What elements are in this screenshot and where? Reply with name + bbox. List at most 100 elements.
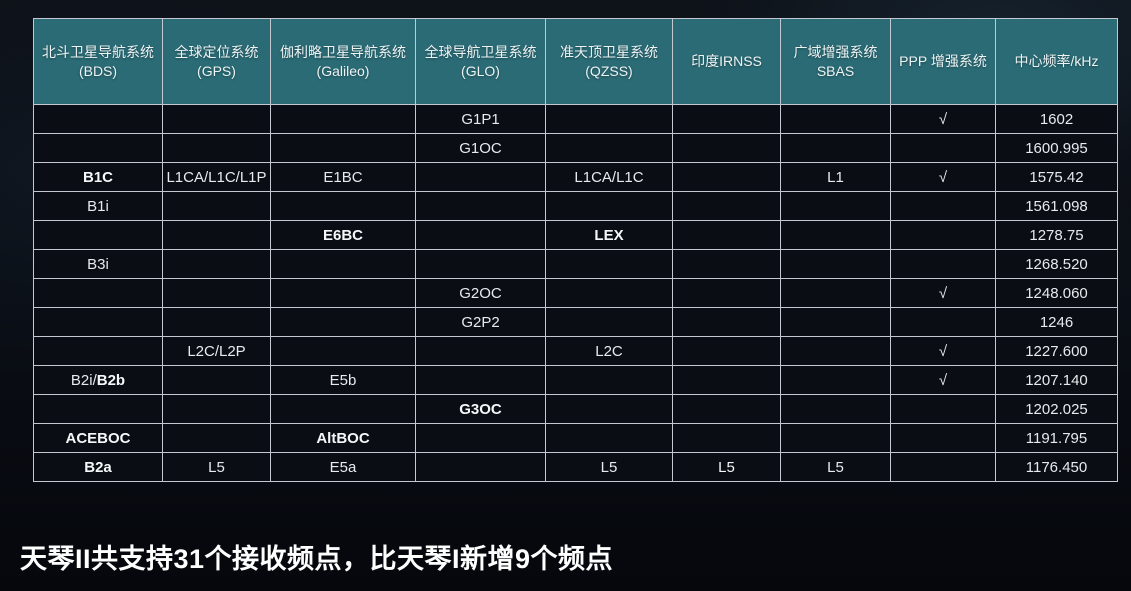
table-cell: E6BC [270, 220, 416, 250]
table-row: L2C/L2P L2C √ 1227.600 [33, 336, 1118, 366]
table-cell [415, 365, 546, 395]
table-cell [33, 278, 163, 308]
table-cell [890, 133, 996, 163]
column-header: 中心频率/kHz [995, 18, 1118, 105]
table-cell [162, 191, 271, 221]
table-cell [545, 133, 673, 163]
table-cell [270, 278, 416, 308]
table-cell [415, 249, 546, 279]
table-cell: L1CA/L1C/L1P [162, 162, 271, 192]
table-cell [33, 336, 163, 366]
table-cell [415, 336, 546, 366]
table-row: B1C L1CA/L1C/L1P E1BC L1CA/L1C L1 √ 1575.42 [33, 162, 1118, 192]
table-cell [270, 133, 416, 163]
table-cell [33, 104, 163, 134]
table-cell: 1248.060 [995, 278, 1118, 308]
table-cell: 1602 [995, 104, 1118, 134]
table-cell [672, 104, 781, 134]
table-row: G2P2 1246 [33, 307, 1118, 337]
check-mark-cell: √ [890, 336, 996, 366]
table-cell: 1202.025 [995, 394, 1118, 424]
table-cell [162, 104, 271, 134]
table-row: B2i/B2b E5b √ 1207.140 [33, 365, 1118, 395]
table-cell: G2OC [415, 278, 546, 308]
table-cell [780, 336, 891, 366]
table-row: G3OC 1202.025 [33, 394, 1118, 424]
table-cell: 1268.520 [995, 249, 1118, 279]
table-cell [33, 394, 163, 424]
table-cell [780, 220, 891, 250]
table-cell [780, 249, 891, 279]
table-cell [545, 278, 673, 308]
table-cell: B2a [33, 452, 163, 482]
column-header: 伽利略卫星导航系统 (Galileo) [270, 18, 416, 105]
table-cell: G3OC [415, 394, 546, 424]
table-cell: E1BC [270, 162, 416, 192]
frequency-table: 北斗卫星导航系统 (BDS) 全球定位系统 (GPS) 伽利略卫星导航系统 (Galile… [33, 18, 1118, 482]
table-cell [545, 394, 673, 424]
table-cell [545, 104, 673, 134]
table-cell: L2C [545, 336, 673, 366]
table-cell [33, 133, 163, 163]
table-cell: E5b [270, 365, 416, 395]
table-cell [415, 423, 546, 453]
table-cell [672, 394, 781, 424]
table-cell [270, 191, 416, 221]
table-cell: G2P2 [415, 307, 546, 337]
table-cell [162, 365, 271, 395]
table-row: B2a L5 E5a L5 L5 L5 1176.450 [33, 452, 1118, 482]
table-cell [890, 191, 996, 221]
table-cell [545, 307, 673, 337]
table-cell [162, 220, 271, 250]
table-cell: G1P1 [415, 104, 546, 134]
table-cell [270, 249, 416, 279]
table-cell [890, 423, 996, 453]
table-cell [890, 220, 996, 250]
table-cell [270, 394, 416, 424]
table-row: B3i 1268.520 [33, 249, 1118, 279]
table-cell: L2C/L2P [162, 336, 271, 366]
table-cell: 1191.795 [995, 423, 1118, 453]
table-cell: B1i [33, 191, 163, 221]
table-cell [672, 365, 781, 395]
table-cell [415, 162, 546, 192]
table-row: E6BC LEX 1278.75 [33, 220, 1118, 250]
table-cell [415, 220, 546, 250]
check-mark-cell: √ [890, 278, 996, 308]
column-header: 广域增强系统 SBAS [780, 18, 891, 105]
table-cell [33, 307, 163, 337]
table-cell: LEX [545, 220, 673, 250]
table-cell: 1207.140 [995, 365, 1118, 395]
table-cell [270, 104, 416, 134]
table-cell: G1OC [415, 133, 546, 163]
table-cell: L5 [545, 452, 673, 482]
table-cell [672, 249, 781, 279]
table-cell [162, 307, 271, 337]
table-cell [672, 423, 781, 453]
table-cell [33, 220, 163, 250]
table-cell [545, 249, 673, 279]
table-cell [162, 394, 271, 424]
table-row: B1i 1561.098 [33, 191, 1118, 221]
table-row: G1OC 1600.995 [33, 133, 1118, 163]
check-mark-cell: √ [890, 104, 996, 134]
table-cell [890, 452, 996, 482]
table-cell: L5 [780, 452, 891, 482]
table-header: 北斗卫星导航系统 (BDS) 全球定位系统 (GPS) 伽利略卫星导航系统 (Galile… [33, 18, 1118, 105]
table-cell [672, 191, 781, 221]
table-cell [780, 365, 891, 395]
table-cell [780, 307, 891, 337]
column-header: 全球定位系统 (GPS) [162, 18, 271, 105]
check-mark-cell: √ [890, 162, 996, 192]
table-cell [890, 249, 996, 279]
table-cell [545, 365, 673, 395]
table-cell [780, 394, 891, 424]
table-cell: B1C [33, 162, 163, 192]
table-cell [672, 307, 781, 337]
table-cell [545, 191, 673, 221]
table-row: ACEBOC AltBOC 1191.795 [33, 423, 1118, 453]
check-mark-cell: √ [890, 365, 996, 395]
table-cell: 1600.995 [995, 133, 1118, 163]
column-header: 准天顶卫星系统 (QZSS) [545, 18, 673, 105]
